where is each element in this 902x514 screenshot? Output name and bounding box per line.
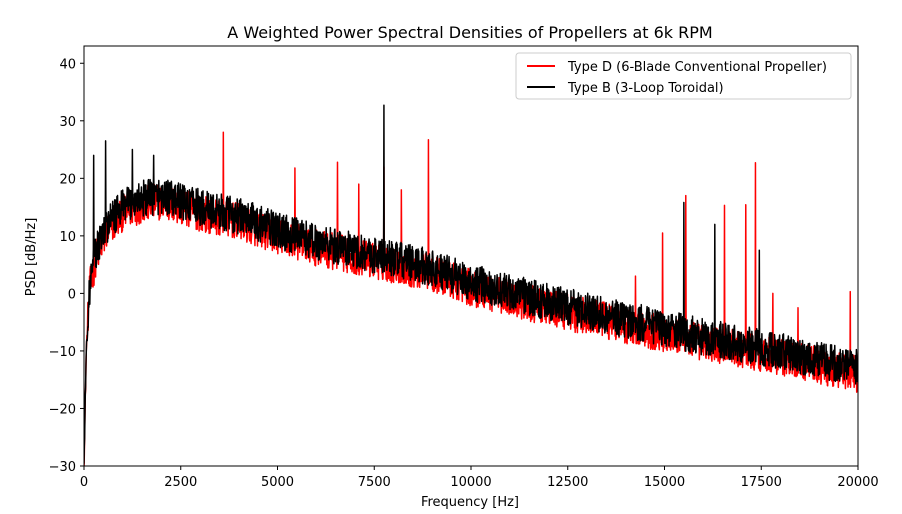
- legend-box: [515, 52, 852, 100]
- x-tick-label: 5000: [261, 475, 294, 490]
- y-tick-label: −20: [49, 402, 76, 417]
- y-tick-label: −10: [49, 345, 76, 360]
- x-tick-label: 10000: [450, 475, 491, 490]
- y-axis-label: PSD [dB/Hz]: [24, 218, 39, 297]
- series-line-type-b: [84, 104, 858, 464]
- series-group: [84, 104, 858, 466]
- legend: Type D (6-Blade Conventional Propeller) T…: [515, 52, 852, 100]
- plot-area: [84, 104, 858, 466]
- x-tick-label: 2500: [164, 475, 197, 490]
- y-tick-label: 20: [59, 172, 76, 187]
- x-tick-label: 17500: [741, 475, 782, 490]
- axes: 0 2500 5000 7500 10000 12500 15000 17500 20000 −3…: [49, 45, 879, 490]
- chart-title: A Weighted Power Spectral Densities of P…: [227, 23, 712, 42]
- y-tick-label: 40: [59, 57, 76, 72]
- legend-entry: Type B (3-Loop Toroidal): [567, 81, 724, 96]
- x-tick-label: 15000: [644, 475, 685, 490]
- x-axis-label: Frequency [Hz]: [421, 495, 519, 510]
- y-tick-label: 30: [59, 115, 76, 130]
- y-tick-label: 10: [59, 230, 76, 245]
- x-tick-label: 0: [80, 475, 88, 490]
- legend-entry: Type D (6-Blade Conventional Propeller): [567, 60, 827, 75]
- x-tick-label: 7500: [358, 475, 391, 490]
- y-tick-label: −30: [49, 460, 76, 475]
- x-tick-label: 12500: [547, 475, 588, 490]
- x-tick-label: 20000: [837, 475, 878, 490]
- y-tick-label: 0: [68, 287, 76, 302]
